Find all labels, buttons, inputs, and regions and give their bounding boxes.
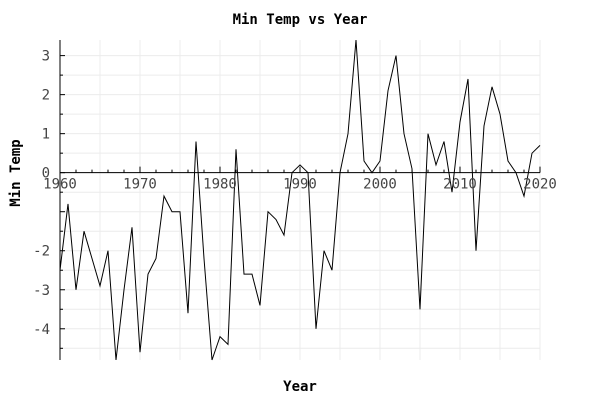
x-axis-label: Year <box>283 379 317 395</box>
x-tick-label: 1970 <box>123 177 157 193</box>
tick-labels: 1960 1970 1980 1990 2000 2010 2020 -4 -3 -2 0 1 2 3 <box>33 49 557 338</box>
series-layer <box>59 39 541 361</box>
series-line <box>59 39 541 361</box>
y-tick-label: 1 <box>42 127 50 143</box>
y-tick-label: -2 <box>33 244 50 260</box>
x-tick-label: 1960 <box>43 177 77 193</box>
x-tick-label: 2000 <box>363 177 397 193</box>
x-tick-label: 2010 <box>443 177 477 193</box>
y-tick-label: -4 <box>33 322 50 338</box>
x-tick-label: 1990 <box>283 177 317 193</box>
y-axis-label: Min Temp <box>8 139 24 206</box>
chart-title: Min Temp vs Year <box>233 12 368 28</box>
y-tick-label: 0 <box>42 166 50 182</box>
x-tick-label: 2020 <box>523 177 557 193</box>
y-tick-label: 3 <box>42 49 50 65</box>
x-tick-label: 1980 <box>203 177 237 193</box>
y-tick-label: -3 <box>33 283 50 299</box>
axes <box>59 40 541 360</box>
y-tick-label: 2 <box>42 88 50 104</box>
